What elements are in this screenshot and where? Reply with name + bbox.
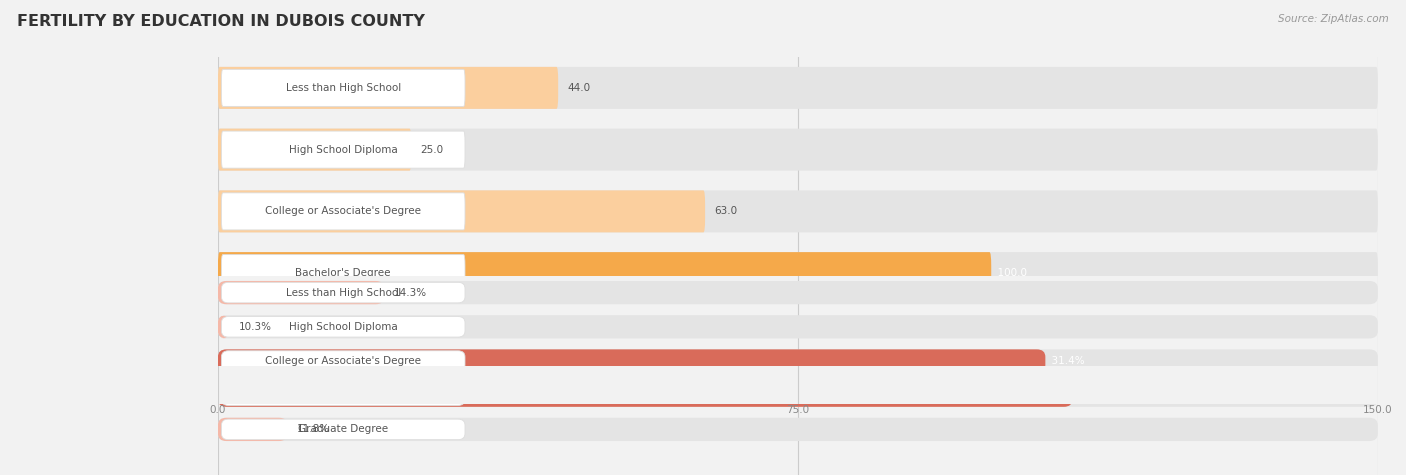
Text: High School Diploma: High School Diploma [288, 322, 398, 332]
FancyBboxPatch shape [218, 314, 1084, 356]
FancyBboxPatch shape [218, 190, 1378, 232]
FancyBboxPatch shape [218, 350, 1045, 372]
Text: 25.0: 25.0 [420, 144, 444, 155]
FancyBboxPatch shape [218, 418, 288, 441]
Text: 31.4%: 31.4% [1045, 356, 1085, 366]
Text: 11.8%: 11.8% [297, 424, 330, 435]
Text: 32.1%: 32.1% [1073, 390, 1112, 400]
FancyBboxPatch shape [218, 350, 1378, 372]
Text: Bachelor's Degree: Bachelor's Degree [295, 268, 391, 278]
FancyBboxPatch shape [221, 351, 465, 371]
Text: Less than High School: Less than High School [285, 83, 401, 93]
FancyBboxPatch shape [221, 419, 465, 440]
FancyBboxPatch shape [218, 281, 384, 304]
FancyBboxPatch shape [221, 69, 465, 106]
FancyBboxPatch shape [218, 315, 229, 338]
FancyBboxPatch shape [218, 129, 412, 171]
FancyBboxPatch shape [221, 282, 465, 303]
Text: Graduate Degree: Graduate Degree [298, 330, 388, 340]
FancyBboxPatch shape [218, 384, 1073, 407]
Text: Less than High School: Less than High School [285, 287, 401, 298]
Text: College or Associate's Degree: College or Associate's Degree [266, 206, 422, 217]
FancyBboxPatch shape [221, 316, 465, 337]
FancyBboxPatch shape [218, 252, 1378, 294]
Text: College or Associate's Degree: College or Associate's Degree [266, 356, 422, 366]
Text: FERTILITY BY EDUCATION IN DUBOIS COUNTY: FERTILITY BY EDUCATION IN DUBOIS COUNTY [17, 14, 425, 29]
FancyBboxPatch shape [218, 315, 1378, 338]
Text: 112.0: 112.0 [1084, 330, 1121, 340]
FancyBboxPatch shape [218, 314, 1378, 356]
Text: High School Diploma: High School Diploma [288, 144, 398, 155]
FancyBboxPatch shape [218, 281, 1378, 304]
Text: 10.3%: 10.3% [239, 322, 271, 332]
FancyBboxPatch shape [218, 129, 1378, 171]
FancyBboxPatch shape [221, 316, 465, 353]
FancyBboxPatch shape [218, 190, 704, 232]
Text: 100.0: 100.0 [991, 268, 1028, 278]
FancyBboxPatch shape [218, 67, 558, 109]
FancyBboxPatch shape [221, 131, 465, 168]
FancyBboxPatch shape [218, 384, 1378, 407]
FancyBboxPatch shape [218, 252, 991, 294]
FancyBboxPatch shape [221, 255, 465, 292]
Text: Graduate Degree: Graduate Degree [298, 424, 388, 435]
FancyBboxPatch shape [221, 385, 465, 406]
FancyBboxPatch shape [221, 193, 465, 230]
FancyBboxPatch shape [218, 67, 1378, 109]
Text: 63.0: 63.0 [714, 206, 738, 217]
Text: Bachelor's Degree: Bachelor's Degree [295, 390, 391, 400]
Text: 14.3%: 14.3% [394, 287, 426, 298]
Text: Source: ZipAtlas.com: Source: ZipAtlas.com [1278, 14, 1389, 24]
Text: 44.0: 44.0 [568, 83, 591, 93]
FancyBboxPatch shape [218, 418, 1378, 441]
